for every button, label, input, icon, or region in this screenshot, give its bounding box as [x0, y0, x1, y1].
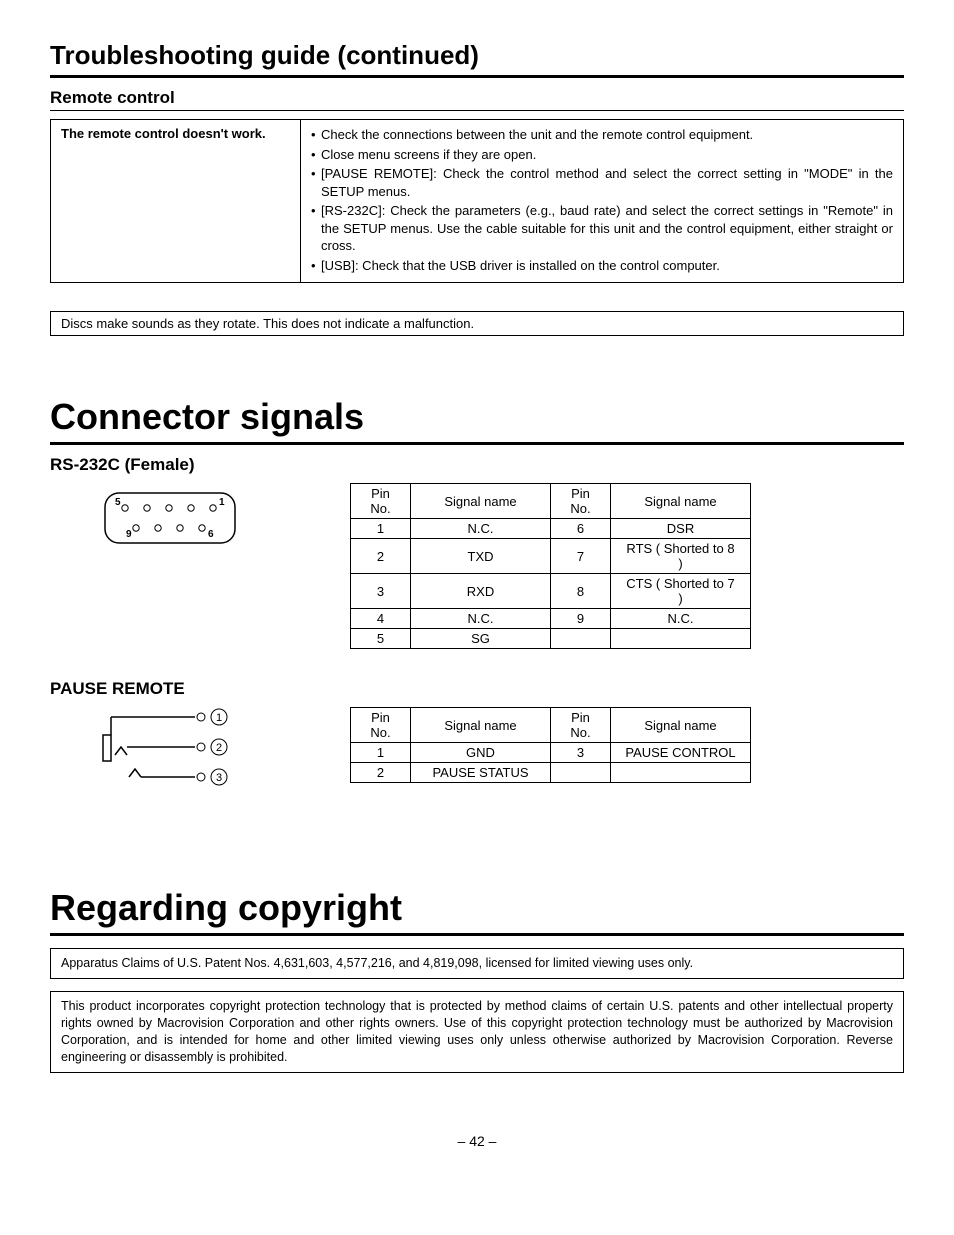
pin-label-6: 6: [208, 529, 214, 540]
pin-label-9: 9: [126, 529, 132, 540]
connector-signals-heading: Connector signals: [50, 396, 904, 438]
bullet: [USB]: Check that the USB driver is inst…: [311, 257, 893, 275]
col-header: Pin No.: [551, 708, 611, 743]
bullet: [PAUSE REMOTE]: Check the control method…: [311, 165, 893, 200]
rule: [50, 75, 904, 78]
svg-text:3: 3: [216, 772, 222, 784]
col-header: Signal name: [411, 484, 551, 519]
rs232c-heading: RS-232C (Female): [50, 455, 904, 475]
bullet: Close menu screens if they are open.: [311, 146, 893, 164]
pause-remote-diagram: 1 2 3: [50, 707, 290, 787]
regarding-copyright-heading: Regarding copyright: [50, 887, 904, 929]
rule: [50, 110, 904, 111]
remote-control-table: The remote control doesn't work. Check t…: [50, 119, 904, 283]
bullet: [RS-232C]: Check the parameters (e.g., b…: [311, 202, 893, 255]
col-header: Signal name: [611, 484, 751, 519]
rule: [50, 442, 904, 445]
pause-remote-table: Pin No. Signal name Pin No. Signal name …: [350, 707, 751, 783]
solution-cell: Check the connections between the unit a…: [301, 120, 904, 283]
bullet: Check the connections between the unit a…: [311, 126, 893, 144]
rule: [50, 933, 904, 936]
svg-text:1: 1: [216, 712, 222, 724]
patent-note: Apparatus Claims of U.S. Patent Nos. 4,6…: [50, 948, 904, 979]
problem-cell: The remote control doesn't work.: [51, 120, 301, 283]
pin-label-1: 1: [219, 497, 225, 508]
rs232c-diagram: 5 1 9 6: [50, 483, 290, 553]
rs232c-table: Pin No. Signal name Pin No. Signal name …: [350, 483, 751, 649]
svg-text:2: 2: [216, 742, 222, 754]
remote-control-heading: Remote control: [50, 88, 904, 108]
col-header: Pin No.: [551, 484, 611, 519]
col-header: Pin No.: [351, 484, 411, 519]
col-header: Signal name: [611, 708, 751, 743]
macrovision-note: This product incorporates copyright prot…: [50, 991, 904, 1073]
pause-remote-heading: PAUSE REMOTE: [50, 679, 904, 699]
troubleshooting-heading: Troubleshooting guide (continued): [50, 40, 904, 71]
col-header: Pin No.: [351, 708, 411, 743]
disc-note: Discs make sounds as they rotate. This d…: [50, 311, 904, 336]
page-number: – 42 –: [50, 1133, 904, 1149]
col-header: Signal name: [411, 708, 551, 743]
pin-label-5: 5: [115, 497, 121, 508]
